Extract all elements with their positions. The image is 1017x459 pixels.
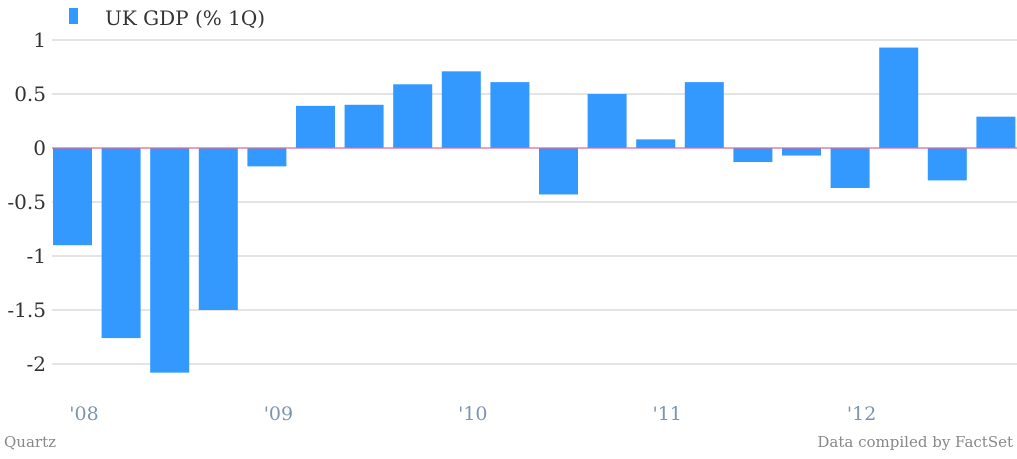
y-tick-label: 0 bbox=[33, 136, 46, 160]
y-tick-label: -0.5 bbox=[7, 190, 46, 214]
y-tick-label: 1 bbox=[33, 28, 46, 52]
bars bbox=[53, 47, 1016, 373]
x-tick-label: '09 bbox=[264, 403, 293, 425]
bar-2010Q3 bbox=[539, 148, 578, 195]
bar-2012Q2 bbox=[879, 47, 919, 149]
y-tick-label: 0.5 bbox=[14, 82, 46, 106]
y-tick-label: -1 bbox=[27, 244, 46, 268]
bar-2009Q2 bbox=[296, 105, 335, 148]
x-tick-label: '11 bbox=[652, 403, 681, 425]
bar-2012Q1 bbox=[830, 148, 870, 188]
bar-2009Q1 bbox=[247, 148, 287, 167]
bar-2010Q4 bbox=[587, 94, 627, 148]
bar-2009Q4 bbox=[393, 84, 433, 148]
y-axis-ticks: 1 0.5 0 -0.5 -1 -1.5 -2 bbox=[7, 28, 46, 376]
legend-label: UK GDP (% 1Q) bbox=[105, 6, 265, 30]
y-tick-label: -2 bbox=[27, 352, 46, 376]
y-tick-label: -1.5 bbox=[7, 298, 46, 322]
x-axis-ticks: '08 '09 '10 '11 '12 bbox=[69, 403, 876, 425]
x-tick-label: '08 bbox=[69, 403, 98, 425]
bar-2011Q1 bbox=[636, 139, 676, 148]
bar-2010Q2 bbox=[490, 82, 530, 148]
bar-2011Q4 bbox=[782, 148, 821, 156]
bar-2008Q4 bbox=[198, 148, 238, 310]
bar-2008Q3 bbox=[150, 148, 190, 373]
bar-2008Q2 bbox=[101, 148, 141, 339]
bar-2011Q2 bbox=[684, 82, 724, 148]
bar-2008Q1 bbox=[53, 148, 92, 246]
legend: UK GDP (% 1Q) bbox=[69, 6, 265, 30]
x-tick-label: '12 bbox=[847, 403, 876, 425]
bar-2009Q3 bbox=[344, 104, 384, 148]
bar-2012Q3 bbox=[927, 148, 967, 181]
source-right: Data compiled by FactSet bbox=[817, 433, 1013, 451]
source-left: Quartz bbox=[4, 433, 56, 451]
bar-2012Q4 bbox=[976, 116, 1016, 148]
bar-2010Q1 bbox=[441, 71, 481, 148]
bar-2011Q3 bbox=[733, 148, 773, 163]
x-tick-label: '10 bbox=[458, 403, 487, 425]
legend-swatch bbox=[69, 8, 78, 24]
gridlines bbox=[52, 39, 1017, 365]
